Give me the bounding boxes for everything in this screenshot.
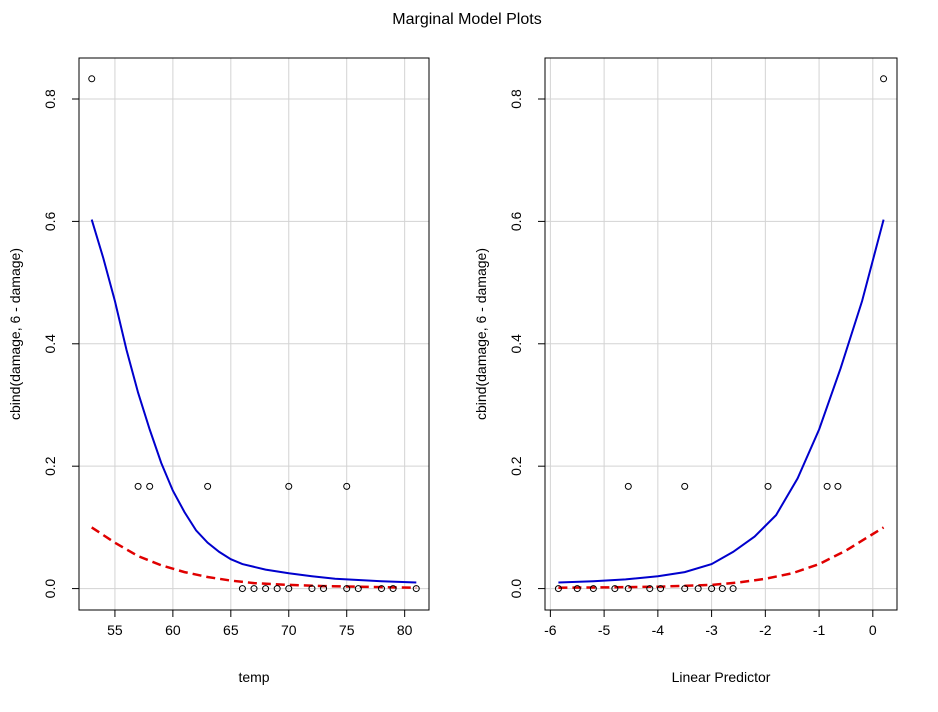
data-point xyxy=(681,482,689,490)
data-point xyxy=(554,585,562,593)
data-point xyxy=(764,482,772,490)
data-point xyxy=(308,585,316,593)
data-point xyxy=(320,585,328,593)
data-point xyxy=(624,585,632,593)
data-point xyxy=(146,482,154,490)
data-point xyxy=(273,585,281,593)
data-point xyxy=(377,585,385,593)
x-tick-label: -3 xyxy=(705,622,718,638)
data-point xyxy=(343,482,351,490)
data-point xyxy=(657,585,665,593)
y-axis-label: cbind(damage, 6 - damage) xyxy=(7,248,23,420)
y-tick-label: 0.2 xyxy=(508,456,524,476)
data-point xyxy=(729,585,737,593)
data-point xyxy=(389,585,397,593)
plot-border xyxy=(78,57,430,611)
data-point xyxy=(262,585,270,593)
x-tick-label: -5 xyxy=(598,622,611,638)
x-tick-label: 0 xyxy=(869,622,877,638)
data-point xyxy=(589,585,597,593)
model-fit-line xyxy=(558,526,885,589)
y-tick-label: 0.0 xyxy=(508,579,524,599)
y-tick-label: 0.4 xyxy=(508,334,524,354)
data-point xyxy=(880,75,888,83)
x-tick-label: 55 xyxy=(107,622,123,638)
data-point xyxy=(134,482,142,490)
x-axis-label: Linear Predictor xyxy=(672,669,771,685)
data-point xyxy=(834,482,842,490)
data-point xyxy=(611,585,619,593)
linear-predictor-panel: -6 -5 -4 -3 -2 -1 0 0.0 0.2 0.4 0.6 0.8 Linear Predi… xyxy=(473,57,898,685)
temp-panel: 55 60 65 70 75 80 0.0 0.2 0.4 0.6 0.8 temp cbind(dam… xyxy=(7,57,430,685)
x-tick-label: 80 xyxy=(397,622,413,638)
x-tick-label: -4 xyxy=(652,622,665,638)
y-axis-label: cbind(damage, 6 - damage) xyxy=(473,248,489,420)
y-tick-label: 0.0 xyxy=(42,579,58,599)
x-tick-label: 65 xyxy=(223,622,239,638)
data-point xyxy=(343,585,351,593)
data-smooth-line xyxy=(90,219,417,584)
data-point xyxy=(708,585,716,593)
y-tick-label: 0.8 xyxy=(42,89,58,109)
data-point xyxy=(823,482,831,490)
y-tick-label: 0.4 xyxy=(42,334,58,354)
data-smooth-line xyxy=(558,219,885,584)
data-point xyxy=(285,482,293,490)
x-tick-label: 75 xyxy=(339,622,355,638)
x-tick-label: -1 xyxy=(813,622,826,638)
data-point xyxy=(88,75,96,83)
x-tick-label: -6 xyxy=(544,622,557,638)
figure-title: Marginal Model Plots xyxy=(392,11,541,28)
y-tick-label: 0.6 xyxy=(508,211,524,231)
model-fit-line xyxy=(91,526,417,589)
x-axis-label: temp xyxy=(238,669,269,685)
data-point xyxy=(204,482,212,490)
x-tick-label: -2 xyxy=(759,622,772,638)
x-tick-label: 60 xyxy=(165,622,181,638)
data-point xyxy=(285,585,293,593)
x-tick-label: 70 xyxy=(281,622,297,638)
data-point xyxy=(573,585,581,593)
data-point xyxy=(646,585,654,593)
data-point xyxy=(354,585,362,593)
y-tick-label: 0.2 xyxy=(42,456,58,476)
data-point xyxy=(250,585,258,593)
data-point xyxy=(624,482,632,490)
y-tick-label: 0.8 xyxy=(508,89,524,109)
data-point xyxy=(718,585,726,593)
plot-border xyxy=(544,57,898,611)
data-point xyxy=(412,585,420,593)
y-tick-label: 0.6 xyxy=(42,211,58,231)
data-point xyxy=(681,585,689,593)
data-point xyxy=(238,585,246,593)
data-point xyxy=(694,585,702,593)
